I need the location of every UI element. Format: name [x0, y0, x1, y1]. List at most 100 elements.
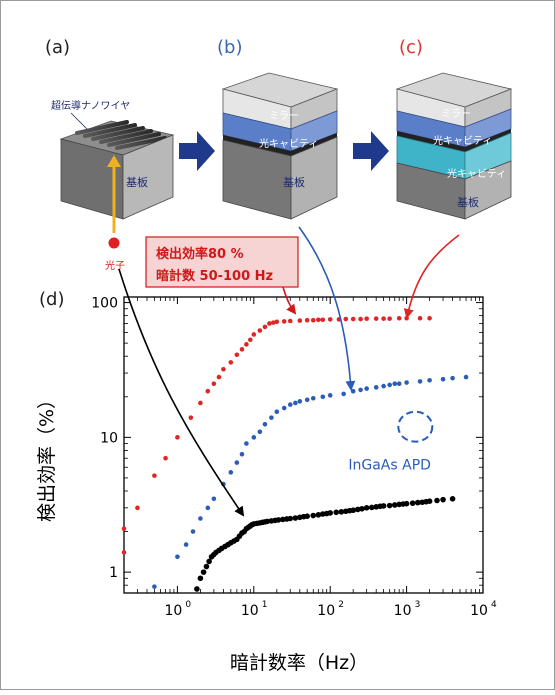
y-tick-label: 10	[100, 430, 118, 446]
callout-box: 検出効率80 % 暗計数 50-100 Hz	[145, 236, 299, 288]
red-series-point	[271, 320, 276, 325]
black-series-point	[434, 497, 440, 504]
blue-series-point	[297, 399, 303, 404]
blue-series-point	[198, 516, 203, 521]
panel-c-substrate-label: 基板	[457, 195, 479, 209]
red-series-point	[316, 317, 321, 323]
red-series-point	[297, 318, 303, 323]
blue-series-point	[358, 387, 363, 393]
panel-c: (c) ミラー 光キャビティ 光キャビティ 基板	[395, 37, 513, 220]
red-series-point	[205, 388, 211, 394]
blue-series-point	[304, 397, 310, 403]
black-series-point	[380, 503, 387, 509]
black-series-point	[200, 569, 207, 575]
blue-series-point	[404, 380, 409, 385]
blue-series-point	[274, 409, 280, 415]
black-series-point	[386, 502, 393, 509]
black-series-point	[287, 515, 294, 522]
nanowire-label: 超伝導ナノワイヤ	[51, 99, 130, 112]
x-tick-label: 10	[164, 603, 182, 619]
blue-series-point	[341, 391, 346, 397]
black-series-point	[426, 498, 433, 504]
panel-d-label: (d)	[39, 289, 64, 310]
red-series-point	[343, 316, 349, 322]
blue-series-point	[310, 395, 316, 401]
black-series-point	[368, 504, 375, 511]
red-series-point	[327, 317, 333, 322]
blue-series-point	[257, 429, 263, 435]
blue-series-point	[190, 529, 196, 534]
panel-b-substrate-side	[290, 136, 338, 220]
red-series-point	[152, 473, 157, 478]
panel-a-block-side	[122, 134, 174, 220]
red-series-point	[257, 328, 263, 333]
blue-series-point	[251, 435, 257, 440]
blue-series-point	[281, 405, 287, 411]
red-series-point	[358, 316, 363, 322]
red-series-point	[387, 316, 392, 321]
black-series-point	[194, 586, 200, 592]
red-series-point	[304, 317, 310, 323]
red-series-point	[262, 324, 268, 330]
arrow-c-to-red	[403, 234, 460, 319]
arrow-b-to-c	[353, 131, 389, 171]
red-series-point	[396, 315, 402, 321]
black-series-point	[310, 512, 317, 519]
red-series-point	[121, 526, 127, 531]
red-series-point	[251, 332, 257, 337]
black-series-point	[338, 509, 345, 515]
red-series-point	[350, 316, 356, 322]
photon-label: 光子	[105, 259, 125, 272]
blue-series-point	[152, 584, 157, 589]
x-tick-label-exponent: 3	[415, 600, 421, 610]
blue-series-point	[320, 394, 326, 400]
blue-series-point	[262, 421, 268, 427]
blue-series-point	[396, 381, 402, 387]
black-series-point	[206, 558, 212, 565]
black-series-point	[409, 500, 416, 506]
red-series-point	[427, 315, 432, 321]
red-series-point	[221, 366, 226, 372]
blue-series-point	[373, 385, 379, 390]
blue-series-point	[392, 381, 398, 387]
red-series-point	[198, 400, 203, 406]
panel-b-cavity-label: 光キャビティ	[259, 137, 318, 150]
red-series-point	[228, 360, 234, 365]
x-tick-label: 10	[317, 603, 335, 619]
ingaas-apd-label: InGaAs APD	[348, 458, 431, 474]
callout-rect	[145, 236, 299, 288]
red-series-point	[373, 316, 379, 321]
red-series-point	[121, 550, 127, 555]
black-series-point	[350, 507, 357, 514]
red-series-point	[135, 505, 140, 511]
callout-line2: 暗計数 50-100 Hz	[156, 268, 273, 284]
x-axis-label: 暗計数率（Hz）	[230, 652, 368, 674]
red-series-point	[274, 319, 280, 325]
red-series-point	[188, 415, 194, 420]
black-series-point	[333, 509, 340, 516]
red-series-point	[281, 319, 287, 324]
red-series-point	[320, 317, 326, 323]
photon-dot	[108, 237, 120, 249]
red-series-point	[248, 337, 253, 343]
y-axis-label: 検出効率（%）	[36, 390, 58, 522]
x-tick-label-exponent: 2	[338, 600, 344, 610]
blue-series-point	[293, 400, 298, 406]
black-series-point	[275, 517, 282, 523]
black-series-point	[403, 500, 410, 507]
callout-line1: 検出効率80 %	[156, 246, 244, 262]
arrow-b-to-blue	[298, 226, 356, 391]
black-series-point	[264, 518, 271, 525]
black-series-point	[304, 513, 311, 519]
x-tick-label: 10	[470, 603, 488, 619]
red-series-point	[287, 318, 293, 324]
black-series-point	[449, 496, 456, 502]
red-series-point	[244, 342, 249, 347]
panel-a-substrate-label: 基板	[126, 175, 148, 189]
black-series-point	[363, 505, 370, 511]
blue-series-point	[381, 383, 386, 389]
y-tick-label: 1	[109, 565, 118, 581]
panel-c-cavity-label-2: 光キャビティ	[447, 167, 506, 180]
